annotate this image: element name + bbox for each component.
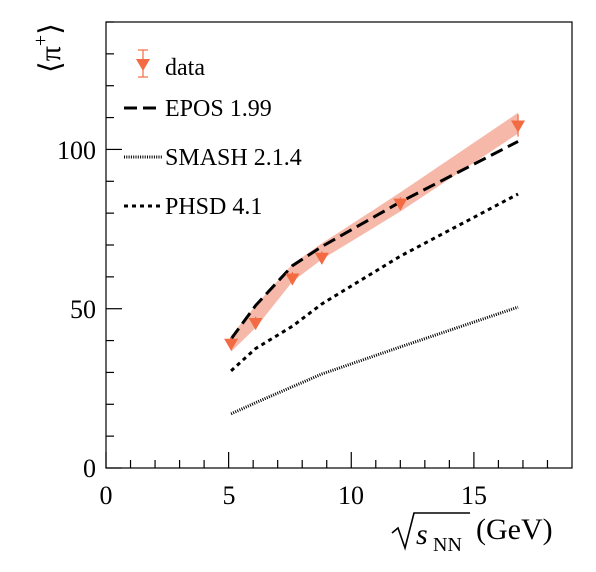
model-lines-layer xyxy=(229,140,519,416)
point-marker xyxy=(393,198,408,211)
legend-label-epos: EPOS 1.99 xyxy=(165,96,272,122)
series-line-epos-1-99 xyxy=(229,140,519,340)
y-axis-superscript: + xyxy=(30,35,52,46)
uncertainty-band xyxy=(231,112,519,352)
series-line-phsd-4-1 xyxy=(230,192,519,372)
sqrt-sign xyxy=(391,512,470,551)
data-point xyxy=(224,337,239,351)
y-axis-ticks xyxy=(106,21,122,469)
data-point xyxy=(511,114,526,137)
x-tick-label-15: 15 xyxy=(461,481,487,510)
x-axis-ticks xyxy=(105,452,549,468)
point-marker xyxy=(314,252,329,265)
y-axis-symbol: π xyxy=(34,46,67,61)
point-marker xyxy=(511,120,526,133)
data-point xyxy=(285,272,300,286)
uncertainty-band-layer xyxy=(231,112,519,352)
legend-label-data: data xyxy=(165,55,205,81)
x-tick-label-0: 0 xyxy=(100,481,113,510)
legend-item-data: data xyxy=(136,49,205,81)
legend-item-smash: SMASH 2.1.4 xyxy=(124,145,302,171)
legend-item-epos: EPOS 1.99 xyxy=(124,96,272,122)
x-axis-unit: (GeV) xyxy=(476,513,553,546)
data-point xyxy=(393,197,408,211)
y-tick-label-50: 50 xyxy=(70,295,96,324)
point-marker xyxy=(224,338,239,351)
y-tick-label-0: 0 xyxy=(83,454,96,483)
legend-item-phsd: PHSD 4.1 xyxy=(124,194,262,220)
legend-label-phsd: PHSD 4.1 xyxy=(165,194,262,220)
y-tick-label-100: 100 xyxy=(57,136,96,165)
data-point xyxy=(314,251,329,265)
data-point xyxy=(248,316,263,331)
legend-marker-data xyxy=(136,59,150,71)
point-marker xyxy=(248,318,263,331)
x-axis-symbol: s xyxy=(416,518,428,551)
x-axis-title: s NN (GeV) xyxy=(391,512,553,556)
data-points-layer xyxy=(224,114,526,351)
x-tick-label-5: 5 xyxy=(223,481,236,510)
y-axis-title: ⟨π+⟩ xyxy=(30,23,67,73)
x-tick-label-10: 10 xyxy=(338,481,364,510)
legend: data EPOS 1.99 SMASH 2.1.4 PHSD 4.1 xyxy=(124,49,302,220)
x-axis-subscript: NN xyxy=(433,534,462,556)
series-line-smash-2-1-4 xyxy=(230,305,519,416)
point-marker xyxy=(285,273,300,286)
legend-label-smash: SMASH 2.1.4 xyxy=(165,145,302,171)
svg-text:⟨π+⟩: ⟨π+⟩ xyxy=(30,23,67,73)
